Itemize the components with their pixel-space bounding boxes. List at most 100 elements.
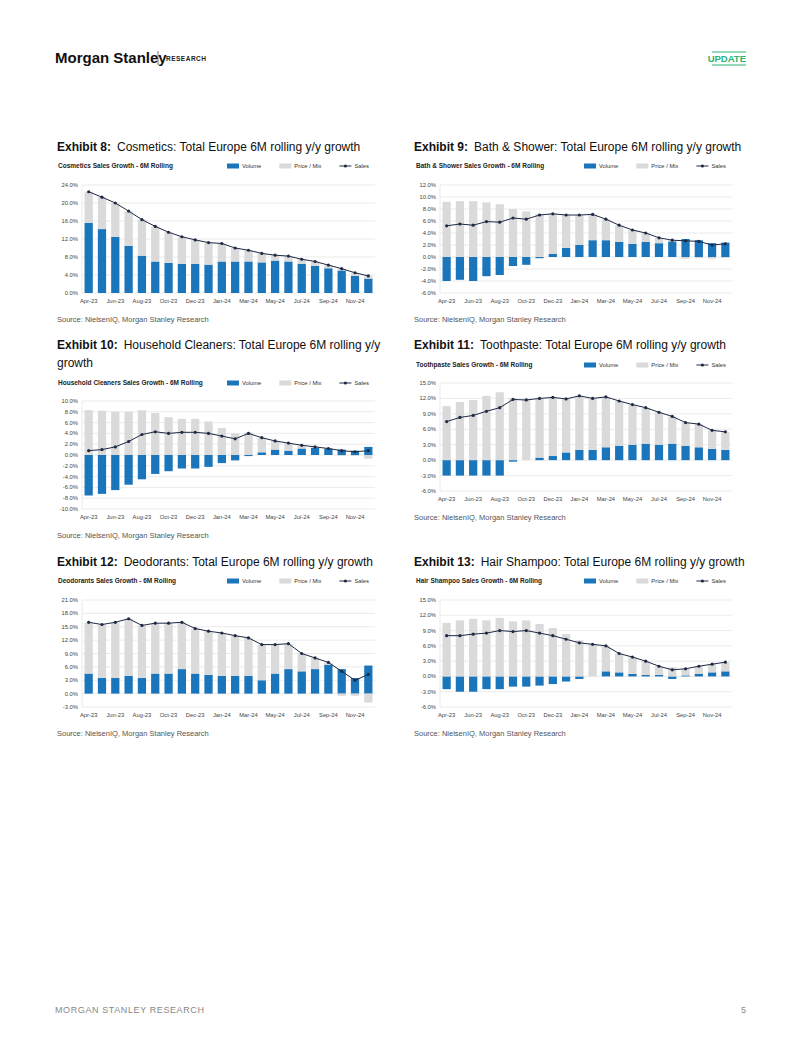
marker bbox=[353, 679, 356, 682]
bar bbox=[124, 676, 132, 694]
bar bbox=[496, 204, 504, 257]
bar bbox=[258, 452, 266, 455]
marker bbox=[127, 617, 130, 620]
marker bbox=[631, 228, 634, 231]
bar bbox=[456, 257, 464, 280]
bar bbox=[589, 240, 597, 257]
subtitle: Cosmetics Sales Growth - 6M Rolling bbox=[58, 162, 173, 170]
bar bbox=[231, 636, 239, 676]
bar bbox=[443, 676, 451, 689]
x-tick-label: Jan-24 bbox=[213, 712, 232, 718]
bar bbox=[338, 271, 346, 294]
x-tick-label: Aug-23 bbox=[133, 712, 152, 718]
bar bbox=[443, 623, 451, 677]
x-tick-label: Jun-23 bbox=[106, 712, 124, 718]
bar bbox=[111, 622, 119, 678]
bar bbox=[668, 444, 676, 460]
section: RESEARCH bbox=[166, 55, 206, 62]
marker bbox=[498, 629, 501, 632]
x-tick-label: Sep-24 bbox=[676, 298, 695, 304]
axis-line bbox=[440, 383, 441, 491]
legend-swatch bbox=[701, 363, 704, 366]
marker bbox=[140, 433, 143, 436]
bar bbox=[191, 674, 199, 694]
tag-rule bbox=[712, 65, 746, 66]
bar bbox=[615, 225, 623, 242]
exhibit-title: Exhibit 12:Deodorants: Total Europe 6M r… bbox=[57, 553, 407, 571]
marker bbox=[154, 622, 157, 625]
subtitle: Toothpaste Sales Growth - 6M Rolling bbox=[416, 361, 533, 369]
marker bbox=[604, 395, 607, 398]
bar bbox=[311, 448, 319, 455]
bar bbox=[456, 676, 464, 691]
marker bbox=[644, 660, 647, 663]
y-tick-label: 15.0% bbox=[62, 624, 78, 630]
marker bbox=[458, 634, 461, 637]
marker bbox=[472, 224, 475, 227]
marker bbox=[340, 670, 343, 673]
x-tick-label: Nov-24 bbox=[346, 514, 365, 520]
line bbox=[447, 396, 726, 432]
bar bbox=[231, 676, 239, 694]
bar bbox=[351, 694, 359, 696]
x-tick-label: Aug-23 bbox=[490, 712, 509, 718]
bar bbox=[364, 455, 372, 459]
marker bbox=[551, 396, 554, 399]
legend-label: Sales bbox=[711, 578, 726, 584]
bar bbox=[562, 248, 570, 257]
legend-label: Price / Mix bbox=[294, 380, 321, 386]
bar bbox=[496, 392, 504, 460]
y-tick-label: 9.0% bbox=[65, 651, 78, 657]
y-tick-label: 12.0% bbox=[420, 182, 436, 188]
marker bbox=[194, 238, 197, 241]
y-tick-label: 12.0% bbox=[62, 236, 78, 242]
bar bbox=[535, 257, 543, 258]
bar bbox=[482, 257, 490, 276]
legend-swatch bbox=[279, 579, 291, 584]
bar bbox=[642, 242, 650, 257]
marker bbox=[485, 410, 488, 413]
y-tick-label: -4.0% bbox=[421, 278, 436, 284]
bar bbox=[681, 675, 689, 676]
marker bbox=[207, 630, 210, 633]
bar bbox=[85, 410, 93, 455]
grid-line bbox=[82, 509, 375, 510]
grid-line bbox=[82, 600, 375, 601]
bar bbox=[231, 262, 239, 294]
marker bbox=[367, 274, 370, 277]
bar bbox=[443, 406, 451, 460]
marker bbox=[445, 224, 448, 227]
source: Source: NielsenIQ, Morgan Stanley Resear… bbox=[414, 729, 566, 738]
bar bbox=[138, 455, 146, 479]
y-tick-label: 24.0% bbox=[62, 182, 78, 188]
bar bbox=[562, 215, 570, 248]
bar bbox=[628, 657, 636, 674]
y-tick-label: 2.0% bbox=[65, 441, 78, 447]
x-tick-label: Mar-24 bbox=[597, 298, 616, 304]
line bbox=[89, 192, 369, 276]
marker bbox=[604, 218, 607, 221]
grid-line bbox=[440, 707, 732, 708]
y-tick-label: 10.0% bbox=[420, 194, 436, 200]
marker bbox=[260, 643, 263, 646]
bar bbox=[324, 665, 332, 694]
y-tick-label: -6.0% bbox=[421, 488, 436, 494]
bar bbox=[98, 197, 106, 229]
bar bbox=[602, 646, 610, 671]
marker bbox=[234, 437, 237, 440]
bar bbox=[443, 202, 451, 257]
marker bbox=[551, 634, 554, 637]
x-tick-label: Sep-24 bbox=[676, 712, 695, 718]
subtitle: Hair Shampoo Sales Growth - 6M Rolling bbox=[416, 577, 542, 585]
bar bbox=[111, 412, 119, 455]
marker bbox=[327, 661, 330, 664]
marker bbox=[604, 644, 607, 647]
axis-line bbox=[82, 600, 83, 707]
marker bbox=[313, 656, 316, 659]
x-tick-label: Jul-24 bbox=[294, 712, 311, 718]
bar bbox=[364, 694, 372, 703]
marker bbox=[367, 449, 370, 452]
bar bbox=[164, 232, 172, 263]
grid-line bbox=[440, 615, 732, 616]
bar bbox=[191, 629, 199, 674]
